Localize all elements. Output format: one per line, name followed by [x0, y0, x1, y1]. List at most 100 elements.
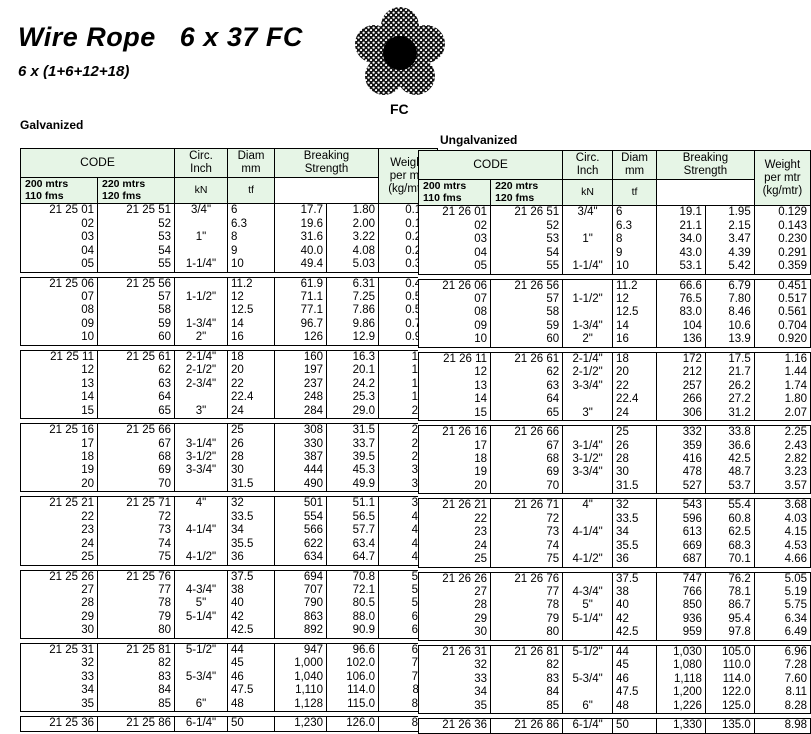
cell-diam-mm: 33.5: [227, 510, 275, 525]
cell-breaking-tf: 64.7: [326, 551, 379, 566]
cell-code-200: 24: [20, 537, 98, 552]
cell-circ-inch: 1-1/4": [562, 260, 614, 275]
cell-circ-inch: 2-1/4": [174, 349, 228, 365]
cell-breaking-tf: 42.5: [704, 452, 755, 467]
cell-code-220: 21 26 86: [490, 718, 564, 734]
cell-breaking-kn: 34.0: [656, 233, 706, 247]
cell-diam-mm: 12: [227, 290, 275, 305]
cell-breaking-tf: 2.15: [704, 219, 755, 234]
code200-line2: 110 fms: [25, 189, 64, 202]
galvanized-section-label: Galvanized: [20, 118, 84, 132]
table-row: 24 74 35.5 669 68.3 4.53: [417, 539, 811, 554]
table-row: 35 85 6" 48 1,226 125.0 8.28: [417, 699, 811, 715]
cell-code-200: 07: [20, 290, 98, 305]
cell-circ-inch: 4": [174, 496, 228, 511]
cell-breaking-kn: 444: [274, 464, 327, 478]
diam-line1: Diam: [237, 150, 265, 162]
cell-breaking-tf: 27.2: [704, 393, 755, 407]
column-header-breaking-strength: Breaking Strength: [274, 148, 379, 178]
cell-weight-kg-per-mtr: 4.15: [753, 526, 811, 540]
table-row: 19 69 3-3/4" 30 478 48.7 3.23: [417, 466, 811, 480]
cell-breaking-kn: 43.0: [656, 246, 706, 261]
cell-code-220: 69: [490, 466, 564, 480]
cell-circ-inch: [562, 306, 614, 320]
cell-code-200: 29: [417, 612, 492, 627]
cell-breaking-tf: 90.9: [326, 624, 379, 639]
cell-code-200: 21 26 36: [417, 718, 492, 734]
cell-circ-inch: 3-1/2": [562, 452, 614, 467]
cell-diam-mm: 48: [612, 699, 658, 715]
cell-breaking-kn: 359: [656, 439, 706, 453]
weight-line2: per mtr: [764, 171, 801, 184]
cell-code-200: 33: [417, 672, 492, 687]
cell-breaking-kn: 330: [274, 437, 327, 451]
cell-circ-inch: 3-3/4": [562, 466, 614, 480]
cell-breaking-kn: 1,330: [656, 718, 706, 734]
cell-code-200: 28: [417, 599, 492, 613]
cell-breaking-kn: 634: [274, 551, 327, 566]
cell-diam-mm: 47.5: [612, 686, 658, 700]
code200-line1: 200 mtrs: [423, 179, 467, 192]
cell-breaking-tf: 114.0: [326, 684, 379, 698]
cell-code-220: 68: [490, 452, 564, 467]
cell-breaking-kn: 257: [656, 379, 706, 394]
cell-diam-mm: 44: [612, 644, 658, 660]
cell-circ-inch: 6-1/4": [174, 716, 228, 732]
cell-code-200: 27: [417, 586, 492, 600]
cell-code-200: 17: [20, 437, 98, 451]
cell-breaking-tf: 76.2: [704, 571, 755, 587]
cell-breaking-kn: 19.1: [656, 205, 706, 220]
cell-diam-mm: 6: [612, 205, 658, 220]
cell-breaking-tf: 68.3: [704, 539, 755, 554]
cell-breaking-tf: 60.8: [704, 512, 755, 527]
cell-breaking-kn: 266: [656, 393, 706, 407]
column-header-code-200: 200 mtrs 110 fms: [417, 178, 492, 207]
cell-circ-inch: 6-1/4": [562, 718, 614, 734]
cell-code-220: 70: [97, 477, 175, 493]
cell-breaking-tf: 1.80: [326, 203, 379, 218]
cell-code-200: 02: [20, 217, 98, 232]
cell-circ-inch: [562, 626, 614, 641]
cell-breaking-kn: 96.7: [274, 317, 327, 332]
table-row: 21 26 31 21 26 81 5-1/2" 44 1,030 105.0 6.96: [417, 644, 811, 660]
table-row: 23 73 4-1/4" 34 613 62.5 4.15: [417, 526, 811, 540]
cell-circ-inch: 2-3/4": [174, 377, 228, 392]
cell-code-220: 73: [490, 526, 564, 540]
cell-circ-inch: [174, 624, 228, 639]
cell-code-220: 64: [97, 391, 175, 405]
cell-code-220: 64: [490, 393, 564, 407]
cell-breaking-tf: 126.0: [326, 716, 379, 732]
cell-code-200: 14: [417, 393, 492, 407]
cell-code-200: 30: [20, 624, 98, 639]
cell-breaking-tf: 3.22: [326, 231, 379, 245]
cell-breaking-kn: 687: [656, 553, 706, 568]
cell-breaking-tf: 4.08: [326, 244, 379, 259]
cell-diam-mm: 14: [612, 319, 658, 334]
cell-code-200: 20: [417, 479, 492, 495]
cell-breaking-kn: 622: [274, 537, 327, 552]
cell-code-200: 33: [20, 670, 98, 685]
cell-code-200: 05: [20, 258, 98, 273]
cell-breaking-tf: 110.0: [704, 659, 755, 673]
cell-code-220: 79: [490, 612, 564, 627]
cell-code-220: 54: [97, 244, 175, 259]
ungalvanized-spec-table: CODE Circ. Inch Diam mm Breaking Strengt…: [417, 149, 811, 734]
cell-diam-mm: 22: [227, 377, 275, 392]
cell-code-220: 80: [490, 626, 564, 641]
ungalvanized-table-body: 21 26 01 21 26 51 3/4" 6 19.1 1.95 0.129 02 52 6…: [417, 205, 811, 734]
cell-circ-inch: [562, 278, 614, 293]
cell-code-200: 20: [20, 477, 98, 493]
cell-circ-inch: [562, 393, 614, 407]
table-row: 10 60 2" 16 136 13.9 0.920: [417, 333, 811, 348]
breaking-line2: Strength: [683, 164, 728, 177]
cell-diam-mm: 11.2: [612, 278, 658, 293]
cell-circ-inch: 3/4": [174, 203, 228, 218]
